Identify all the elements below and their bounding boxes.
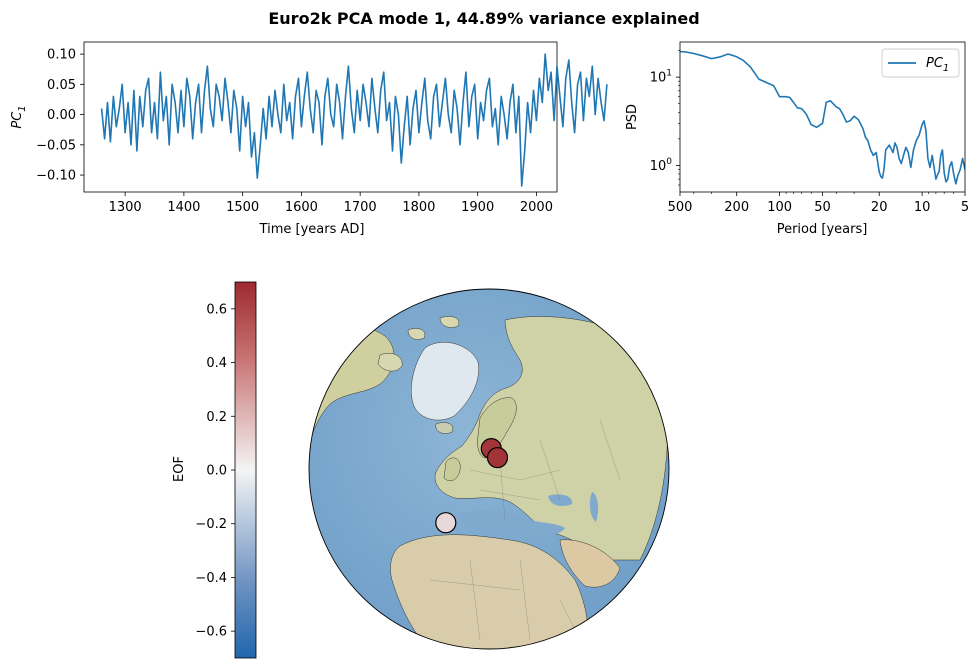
timeseries-x-tick-label: 1300 (109, 200, 142, 215)
globe-outline (308, 288, 670, 650)
psd-y-ticks: 100 101 (650, 50, 680, 186)
timeseries-x-tick-label: 1800 (402, 200, 435, 215)
eof-point-marker (486, 447, 509, 469)
colorbar-tick-label: −0.4 (195, 571, 227, 586)
timeseries-x-tick-label: 2000 (520, 200, 553, 215)
eof-globe-map (308, 288, 670, 650)
figure-title: Euro2k PCA mode 1, 44.89% variance expla… (268, 9, 699, 28)
psd-legend-box (881, 48, 960, 78)
psd-legend: PC1 (881, 48, 960, 78)
timeseries-y-tick-label: −0.05 (36, 138, 76, 153)
colorbar-tick-label: 0.6 (206, 302, 227, 317)
psd-x-tick-label: 10 (914, 200, 931, 215)
pc-series-line (100, 53, 608, 187)
psd-panel: 500 200 100 50 20 10 5 100 101 Period [years] P… (625, 41, 969, 237)
psd-x-tick-label: 50 (814, 200, 831, 215)
psd-x-tick-label: 5 (961, 200, 969, 215)
colorbar-tick-label: 0.2 (206, 410, 227, 425)
psd-x-tick-label: 20 (871, 200, 888, 215)
colorbar-gradient (234, 281, 257, 659)
greenland-landmass (411, 342, 480, 421)
timeseries-xlabel: Time [years AD] (259, 222, 365, 237)
timeseries-axes-frame (83, 41, 558, 193)
psd-x-tick-label: 500 (668, 200, 693, 215)
psd-legend-label: PC1 (926, 56, 949, 74)
colorbar-tick-label: 0.4 (206, 356, 227, 371)
arctic-islands (377, 316, 460, 372)
arabia-landmass (559, 539, 621, 588)
timeseries-x-tick-label: 1900 (461, 200, 494, 215)
psd-x-tick-label: 100 (767, 200, 792, 215)
psd-series-line (680, 50, 965, 185)
caspian-sea (589, 492, 599, 522)
timeseries-x-tick-label: 1600 (285, 200, 318, 215)
timeseries-y-tick-label: 0.10 (47, 48, 76, 63)
timeseries-x-tick-label: 1500 (226, 200, 259, 215)
timeseries-x-tick-label: 1400 (167, 200, 200, 215)
timeseries-y-tick-label: 0.05 (47, 78, 76, 93)
colorbar-tick-label: −0.6 (195, 625, 227, 640)
black-sea (548, 494, 573, 506)
africa-landmass (390, 534, 589, 649)
colorbar-tick-label: −0.2 (195, 517, 227, 532)
psd-y-tick-label: 101 (650, 69, 672, 86)
psd-y-tick-label: 100 (650, 157, 673, 174)
british-isles-landmass (443, 457, 461, 481)
country-borders (429, 419, 621, 641)
eof-markers (435, 438, 509, 534)
colorbar-label: EOF (172, 456, 187, 482)
eof-colorbar: −0.6 −0.4 −0.2 0.0 0.2 0.4 0.6 EOF (172, 281, 257, 659)
timeseries-x-tick-label: 1700 (344, 200, 377, 215)
timeseries-x-ticks: 1300 1400 1500 1600 1700 1800 1900 2000 (109, 192, 553, 215)
colorbar-tick-label: 0.0 (206, 464, 227, 479)
colorbar-ticks: −0.6 −0.4 −0.2 0.0 0.2 0.4 0.6 (195, 302, 235, 640)
mediterranean-sea (460, 510, 565, 536)
iceland-landmass (435, 422, 454, 434)
psd-ylabel: PSD (625, 104, 640, 130)
eof-point-marker (435, 512, 457, 534)
timeseries-y-ticks: −0.10 −0.05 0.00 0.05 0.10 (36, 48, 84, 184)
timeseries-ylabel: PC1 (10, 105, 28, 128)
psd-x-tick-label: 200 (724, 200, 749, 215)
pc-timeseries-panel: 1300 1400 1500 1600 1700 1800 1900 2000 −0.10−0… (10, 41, 608, 237)
timeseries-y-tick-label: −0.10 (36, 169, 76, 184)
psd-xlabel: Period [years] (777, 222, 868, 237)
timeseries-y-tick-label: 0.00 (47, 108, 76, 123)
psd-x-ticks: 500 200 100 50 20 10 5 (668, 192, 969, 215)
